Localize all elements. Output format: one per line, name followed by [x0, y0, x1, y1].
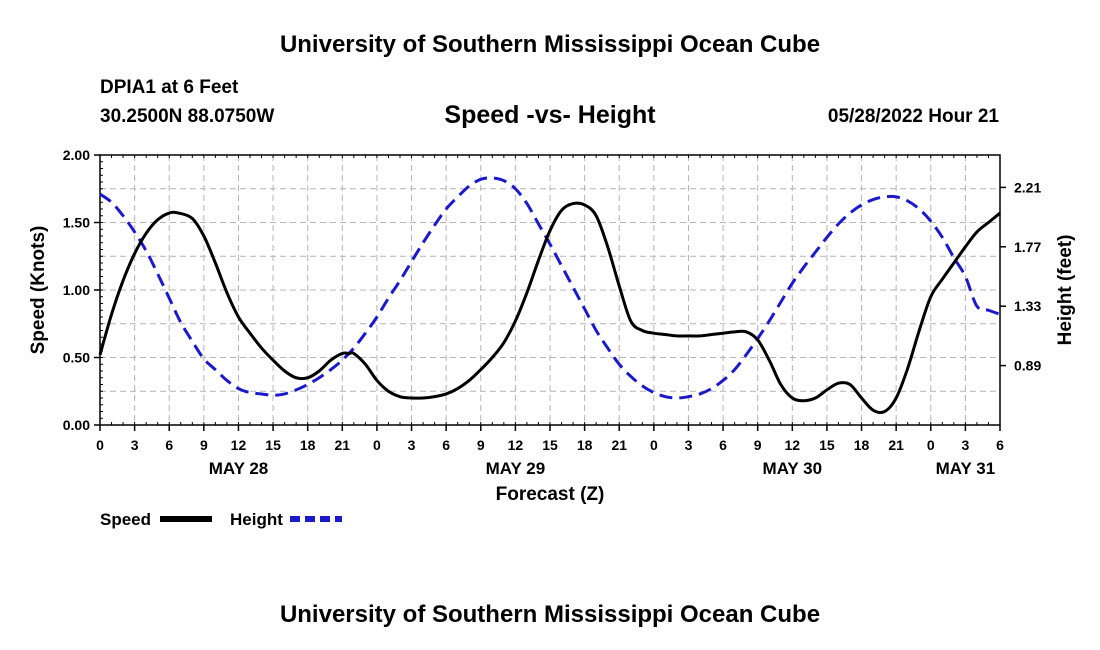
x-tick-label: 12 [508, 437, 524, 453]
x-tick-label: 6 [165, 437, 173, 453]
y-tick-label: 1.00 [63, 282, 90, 298]
day-label: MAY 29 [486, 459, 546, 478]
x-tick-label: 21 [335, 437, 351, 453]
y-tick-label: 0.50 [63, 350, 90, 366]
series-line-speed [98, 201, 1001, 415]
chart-title: Speed -vs- Height [444, 101, 656, 129]
day-label: MAY 31 [936, 459, 996, 478]
x-tick-label: 21 [888, 437, 904, 453]
x-tick-label: 9 [754, 437, 762, 453]
x-tick-label: 0 [650, 437, 658, 453]
x-tick-label: 3 [131, 437, 139, 453]
footer-title: University of Southern Mississippi Ocean… [279, 601, 821, 628]
y-tick-label: 1.50 [63, 215, 90, 231]
grid [100, 155, 1000, 425]
axis-labels: 0 3 6 9 12 15 18 21 0 3 6 9 12 15 18 21 0 3 6 9 12 15 18 21 0 3 6M… [63, 147, 1042, 478]
legend: Speed Height [100, 510, 342, 529]
station-coordinates: 30.2500N 88.0750W [100, 106, 275, 127]
x-tick-label: 3 [408, 437, 416, 453]
legend-speed-label: Speed [100, 510, 151, 529]
x-tick-label: 6 [996, 437, 1004, 453]
x-tick-label: 15 [265, 437, 281, 453]
x-tick-label: 21 [611, 437, 627, 453]
x-tick-label: 0 [373, 437, 381, 453]
day-label: MAY 30 [763, 459, 823, 478]
y-axis-title: Speed (Knots) [28, 226, 49, 355]
y2-tick-label: 1.77 [1014, 239, 1041, 255]
x-tick-label: 6 [719, 437, 727, 453]
x-tick-label: 12 [785, 437, 801, 453]
y2-tick-label: 1.33 [1014, 298, 1041, 314]
y2-axis-title: Height (feet) [1055, 235, 1076, 346]
x-tick-label: 15 [542, 437, 558, 453]
x-tick-label: 0 [927, 437, 935, 453]
x-tick-label: 12 [231, 437, 247, 453]
y2-tick-label: 2.21 [1014, 179, 1041, 195]
x-tick-label: 9 [200, 437, 208, 453]
station-label: DPIA1 at 6 Feet [100, 77, 239, 98]
series-line-height [99, 176, 1001, 400]
x-tick-label: 15 [819, 437, 835, 453]
series-lines [98, 176, 1001, 415]
y2-tick-label: 0.89 [1014, 358, 1041, 374]
x-tick-label: 3 [961, 437, 969, 453]
x-axis-title: Forecast (Z) [496, 484, 605, 505]
x-tick-label: 9 [477, 437, 485, 453]
day-label: MAY 28 [209, 459, 269, 478]
page-title: University of Southern Mississippi Ocean… [279, 31, 821, 58]
x-tick-label: 18 [300, 437, 316, 453]
legend-height-label: Height [230, 510, 283, 529]
x-tick-label: 0 [96, 437, 104, 453]
x-tick-label: 3 [685, 437, 693, 453]
y-tick-label: 2.00 [63, 147, 90, 163]
y-tick-label: 0.00 [63, 417, 90, 433]
x-tick-label: 6 [442, 437, 450, 453]
forecast-datetime: 05/28/2022 Hour 21 [827, 106, 999, 127]
axis-ticks [94, 154, 1006, 431]
x-tick-label: 18 [854, 437, 870, 453]
x-tick-label: 18 [577, 437, 593, 453]
